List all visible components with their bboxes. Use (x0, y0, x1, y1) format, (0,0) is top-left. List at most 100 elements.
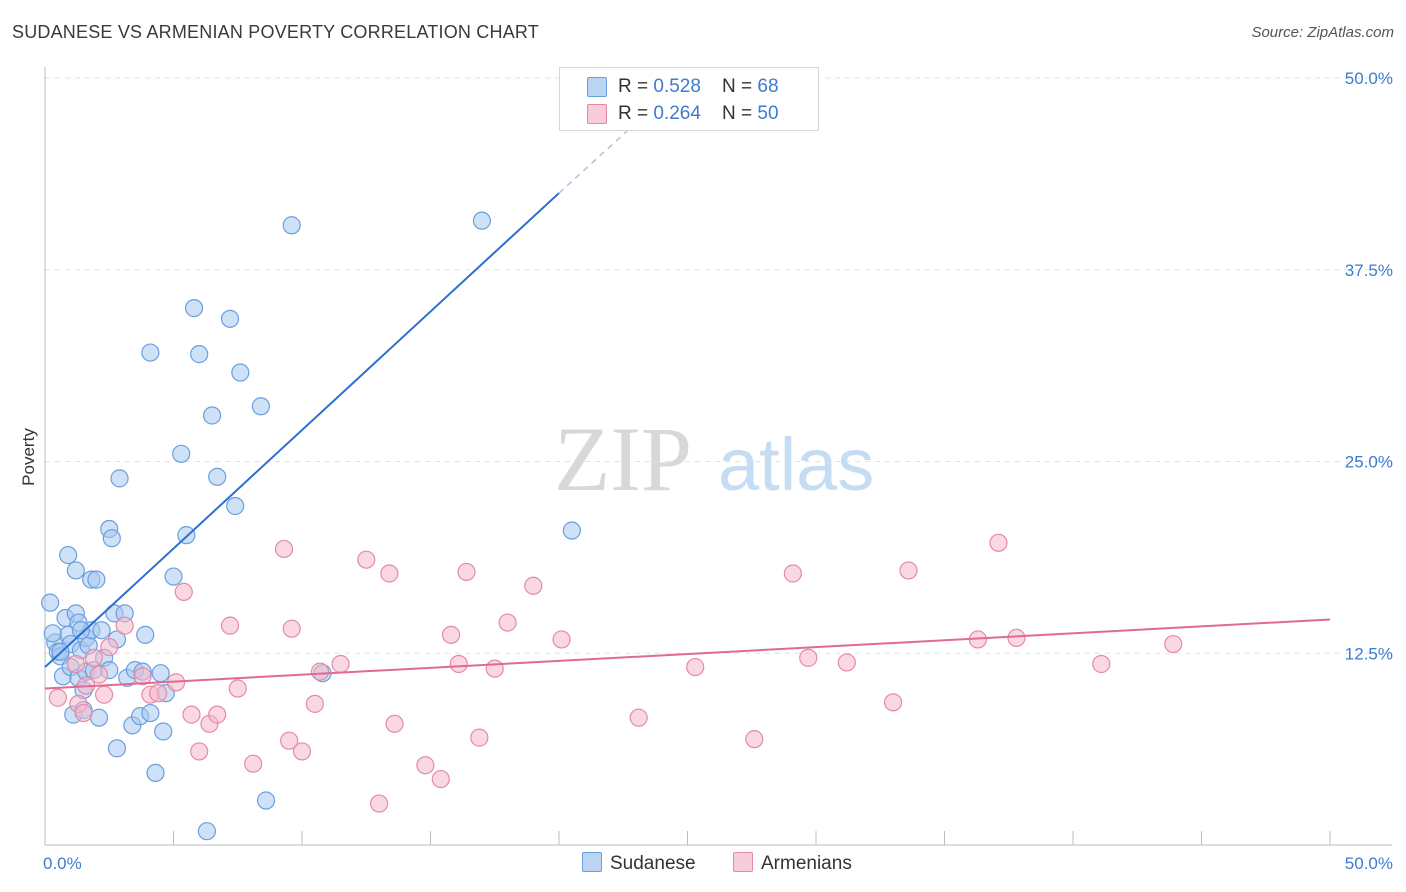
sudanese-point (110, 469, 129, 488)
legend-n-value: 50 (757, 103, 779, 124)
correlation-legend: R = 0.528 N = 68 R = 0.264 N = 50 (559, 67, 819, 131)
armenians-point (441, 625, 461, 644)
sudanese-point (66, 561, 85, 580)
armenians-point (457, 562, 476, 582)
armenians-point (470, 728, 489, 747)
sudanese-point (71, 621, 91, 640)
armenians-point (84, 648, 103, 667)
chart-title: SUDANESE VS ARMENIAN POVERTY CORRELATION… (12, 22, 539, 42)
watermark-atlas: atlas (718, 423, 874, 506)
axes (44, 67, 1392, 846)
source-label: Source: ZipAtlas.com (1251, 24, 1394, 41)
y-tick-label: 50.0% (1345, 69, 1393, 88)
armenians-point (380, 564, 399, 583)
sudanese-point (43, 624, 62, 643)
sudanese-point (282, 216, 301, 235)
y-tick-label: 12.5% (1345, 644, 1393, 663)
legend-n-label: N = (722, 103, 758, 124)
legend-n-label: N = (722, 76, 758, 97)
armenians-point (745, 730, 764, 749)
scatter-points (41, 211, 1183, 841)
armenians-point (305, 694, 324, 713)
y-tick-label: 25.0% (1345, 453, 1393, 472)
armenians-point (292, 742, 312, 761)
bottom-legend-swatch-sudanese (582, 852, 602, 872)
bottom-legend-swatch-armenians (733, 852, 753, 872)
armenians-point (989, 533, 1008, 552)
legend-swatch-armenians (587, 104, 607, 124)
armenians-point (220, 616, 240, 635)
armenians-point (208, 705, 227, 724)
sudanese-point (92, 621, 111, 640)
sudanese-point (146, 763, 165, 783)
bottom-legend-armenians: Armenians (733, 852, 852, 875)
armenians-point (66, 654, 85, 674)
bottom-legend-sudanese: Sudanese (582, 852, 696, 875)
armenians-point (498, 613, 517, 632)
armenians-point (629, 708, 648, 727)
armenians-point (431, 769, 450, 789)
sudanese-point (164, 567, 183, 586)
sudanese-point (89, 708, 109, 727)
sudanese-point (87, 570, 106, 589)
sudanese-point (154, 722, 173, 741)
legend-row-armenians: R = 0.264 N = 50 (618, 103, 779, 125)
bottom-legend-label-armenians: Armenians (761, 853, 852, 874)
armenians-point (1092, 654, 1111, 674)
sudanese-point (184, 299, 204, 318)
sudanese-point (141, 343, 160, 362)
armenians-point (133, 667, 152, 686)
x-tick-label: 0.0% (43, 854, 82, 873)
armenians-point (95, 685, 114, 704)
sudanese-point (41, 593, 60, 612)
armenians-point (385, 714, 404, 733)
sudanese-point (226, 496, 245, 516)
sudanese-point (208, 467, 227, 486)
sudanese-point (202, 406, 222, 425)
armenians-point (899, 561, 918, 580)
armenians-point (310, 662, 330, 681)
sudanese-trend-line (44, 192, 560, 668)
sudanese-point (172, 444, 191, 463)
armenians-point (883, 693, 903, 712)
legend-r-value: 0.264 (653, 103, 701, 124)
legend-r-value: 0.528 (653, 76, 701, 97)
armenians-point (174, 582, 193, 601)
sudanese-point (197, 822, 217, 841)
sudanese-point (136, 625, 155, 644)
armenians-point (89, 665, 109, 684)
armenians-point (74, 703, 93, 723)
x-tick-label: 50.0% (1345, 854, 1393, 873)
sudanese-point (59, 545, 78, 565)
armenians-point (357, 550, 376, 569)
bottom-legend-label-sudanese: Sudanese (610, 853, 696, 874)
armenians-point (1007, 628, 1026, 648)
legend-swatch-sudanese (587, 77, 607, 97)
armenians-point (1164, 634, 1183, 654)
sudanese-point (562, 521, 581, 540)
legend-r-label: R = (618, 103, 654, 124)
armenians-point (552, 630, 571, 649)
armenians-point (799, 648, 818, 667)
armenians-point (416, 756, 435, 775)
armenians-point (280, 731, 299, 750)
armenians-point (48, 688, 67, 707)
y-axis-label: Poverty (19, 428, 38, 486)
armenians-point (100, 638, 119, 657)
grid-lines (45, 77, 1392, 654)
armenians-point (182, 705, 201, 724)
tick-labels: 12.5% 25.0% 37.5% 50.0% 0.0% 50.0% (43, 69, 1393, 873)
armenians-point (190, 742, 209, 761)
armenians-point (686, 657, 705, 677)
armenians-point (783, 564, 802, 583)
sudanese-point (251, 397, 270, 416)
armenians-point (370, 794, 389, 813)
armenians-point (148, 684, 168, 703)
trend-lines (44, 108, 1331, 690)
armenians-point (524, 576, 543, 595)
sudanese-point (141, 703, 160, 723)
sudanese-point (107, 739, 127, 758)
sudanese-point (256, 791, 276, 810)
armenians-point (228, 679, 247, 698)
